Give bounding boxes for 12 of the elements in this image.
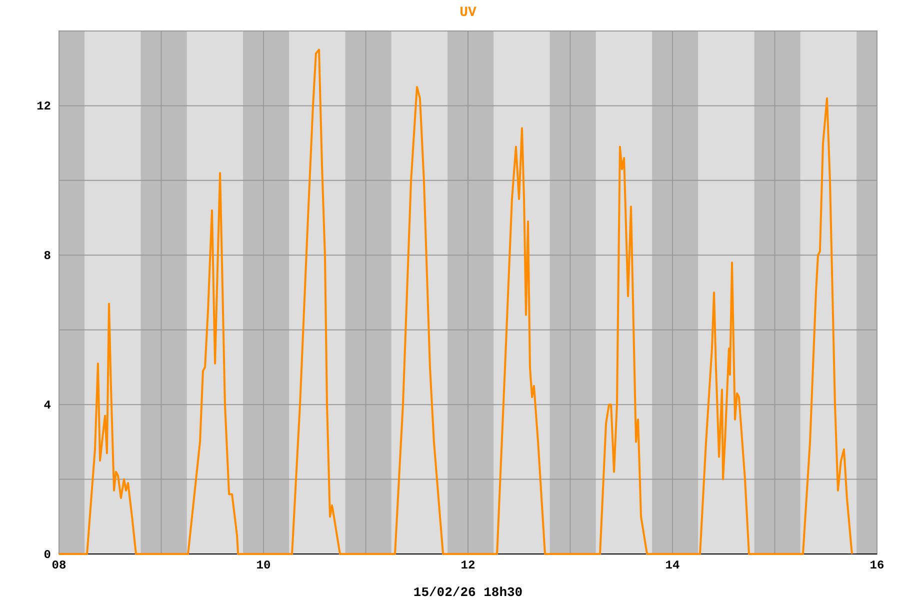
- x-tick-label: 14: [665, 558, 680, 573]
- y-tick-label: 12: [36, 100, 51, 114]
- x-tick-label: 08: [52, 558, 66, 573]
- y-tick-label: 0: [44, 548, 51, 562]
- x-tick-label: 12: [460, 558, 476, 573]
- y-tick-label: 8: [44, 248, 51, 263]
- x-axis-title: 15/02/26 18h30: [413, 585, 523, 600]
- x-tick-label: 16: [870, 558, 884, 573]
- line-series: [58, 48, 853, 555]
- y-tick-label: 4: [44, 398, 51, 412]
- x-tick-label: 10: [256, 558, 271, 573]
- chart-title: UV: [460, 5, 477, 21]
